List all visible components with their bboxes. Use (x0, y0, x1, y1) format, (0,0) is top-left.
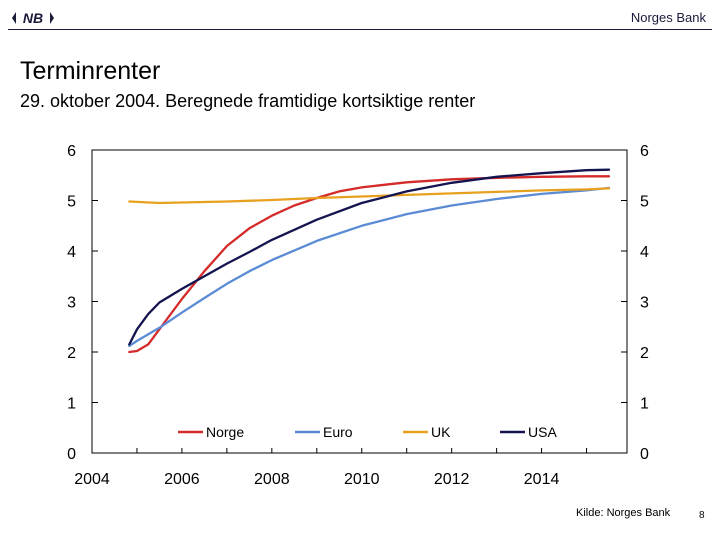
y-tick-label-right: 0 (640, 446, 649, 463)
series-line-uk (128, 187, 611, 205)
legend: Norge Euro UK USA (178, 424, 557, 440)
x-tick-label: 2010 (344, 471, 380, 488)
y-tick-label-left: 2 (67, 345, 76, 362)
series-lines (128, 168, 611, 354)
forward-rates-chart: 0 1 2 3 4 5 6 0 1 2 3 4 5 6 2004 2006 2008 2010 2012 2014… (67, 143, 649, 488)
legend-label: Norge (206, 424, 244, 440)
x-tick-label: 2014 (524, 471, 560, 488)
y-tick-label-left: 0 (67, 446, 76, 463)
y-tick-label-right: 2 (640, 345, 649, 362)
source-note: Kilde: Norges Bank (576, 507, 671, 519)
y-tick-label-left: 3 (67, 295, 76, 312)
bank-name: Norges Bank (630, 10, 706, 25)
y-tick-label-right: 5 (640, 194, 649, 211)
y-tick-label-right: 4 (640, 244, 649, 261)
y-axis-left: 0 1 2 3 4 5 6 (67, 143, 98, 463)
header-divider (8, 29, 712, 30)
x-axis: 2004 2006 2008 2010 2012 2014 (74, 448, 588, 488)
x-tick-label: 2012 (434, 471, 470, 488)
page-number: 8 (699, 510, 705, 521)
y-tick-label-left: 5 (67, 194, 76, 211)
y-tick-label-left: 1 (67, 396, 76, 413)
x-tick-label: 2006 (164, 471, 200, 488)
y-tick-label-right: 1 (640, 396, 649, 413)
legend-label: Euro (323, 424, 353, 440)
y-tick-label-right: 3 (640, 295, 649, 312)
slide-subtitle: 29. oktober 2004. Beregnede framtidige k… (20, 91, 476, 111)
y-tick-label-left: 6 (67, 143, 76, 160)
y-tick-label-right: 6 (640, 143, 649, 160)
series-line-euro (128, 186, 611, 348)
slide-title: Terminrenter (20, 57, 161, 85)
legend-label: UK (431, 424, 451, 440)
series-line-usa (128, 168, 611, 346)
legend-label: USA (528, 424, 557, 440)
x-tick-label: 2004 (74, 471, 110, 488)
norges-bank-logo-icon: NB (12, 10, 54, 26)
x-tick-label: 2008 (254, 471, 290, 488)
logo-text: NB (23, 10, 43, 26)
y-axis-right: 0 1 2 3 4 5 6 (621, 143, 649, 463)
y-tick-label-left: 4 (67, 244, 76, 261)
